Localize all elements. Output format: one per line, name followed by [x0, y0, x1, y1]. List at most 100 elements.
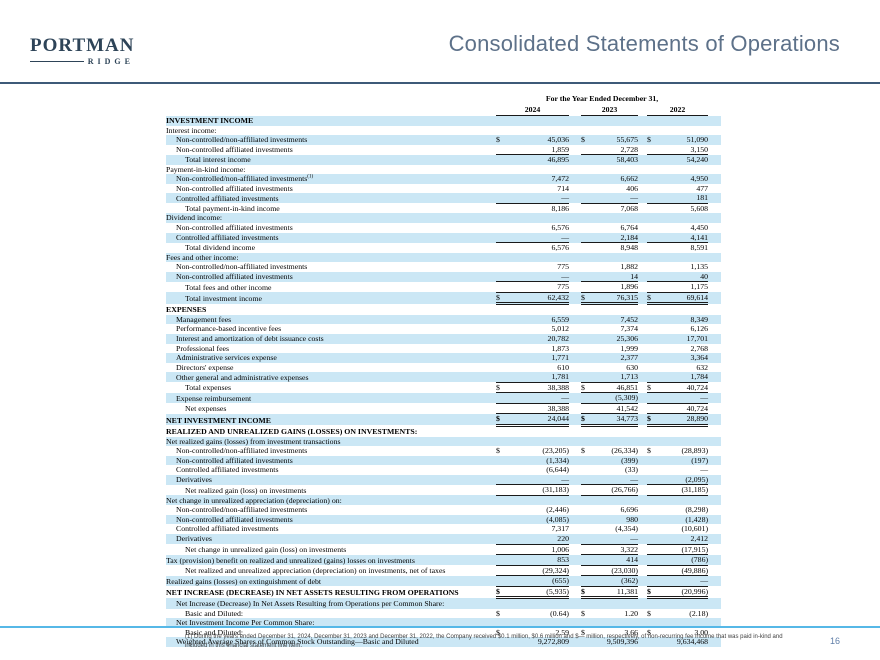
- row-label: Basic and Diluted:: [185, 627, 244, 637]
- spacer-cell: [569, 334, 581, 344]
- currency-symbol-cell: [647, 165, 660, 175]
- value-cell: 6,576: [551, 243, 569, 253]
- value-cell: 220: [509, 533, 569, 545]
- spacer-cell: [708, 392, 722, 404]
- table-row: Total fees and other income 775 1,896 1,175: [166, 281, 721, 293]
- table-row: Interest income:: [166, 126, 721, 136]
- spacer-cell: [569, 271, 581, 282]
- currency-symbol-cell: [647, 281, 660, 293]
- footnote: (1) During the years ended December 31, …: [185, 634, 783, 649]
- spacer-cell: [708, 446, 721, 456]
- spacer-cell: [708, 193, 722, 204]
- spacer-cell: [708, 554, 722, 566]
- spacer-cell: [638, 575, 647, 587]
- table-row: NET INVESTMENT INCOME $24,044 $34,773 $28,8…: [166, 413, 722, 427]
- currency-symbol-cell: [581, 403, 594, 415]
- value-cell: (29,324): [509, 565, 569, 577]
- currency-symbol-cell: $: [496, 586, 509, 600]
- spacer-cell: [708, 575, 722, 587]
- value-cell: (26,334): [611, 446, 638, 456]
- value-cell: —: [509, 271, 569, 283]
- value-cell: 3,322: [594, 544, 638, 556]
- currency-symbol-cell: [581, 144, 594, 156]
- row-label: Controlled affiliated investments: [176, 524, 279, 534]
- value-cell: —: [594, 474, 638, 486]
- spacer-cell: [569, 554, 581, 566]
- currency-symbol-cell: [496, 436, 509, 447]
- currency-symbol-cell: [647, 597, 660, 609]
- spacer-cell: [708, 126, 721, 136]
- spacer-cell: [569, 514, 581, 525]
- table-row: Non-controlled affiliated investments 6,5…: [166, 223, 721, 233]
- row-label: Tax (provision) benefit on realized and …: [166, 554, 496, 566]
- spacer-cell: [569, 304, 581, 315]
- spacer-cell: [708, 524, 721, 534]
- page-number: 16: [829, 636, 840, 646]
- spacer-cell: [638, 324, 647, 334]
- currency-symbol-cell: $: [581, 413, 594, 427]
- value-cell: (31,183): [509, 484, 569, 496]
- currency-symbol-cell: [647, 174, 660, 184]
- spacer-cell: [638, 455, 647, 466]
- currency-symbol-cell: [581, 314, 594, 325]
- value-cell: [660, 165, 708, 175]
- value-cell: 1.20: [624, 608, 638, 618]
- value-cell: 4,141: [660, 232, 709, 244]
- row-label: Basic and Diluted:: [185, 608, 244, 618]
- spacer-cell: [569, 344, 581, 354]
- currency-symbol-cell: [496, 165, 509, 175]
- value-cell: (655): [509, 575, 569, 587]
- value-cell: 477: [696, 183, 709, 193]
- currency-symbol-cell: [581, 203, 594, 213]
- spacer-cell: [569, 455, 581, 466]
- currency-symbol-cell: [581, 495, 594, 506]
- spacer-cell: [638, 262, 647, 272]
- currency-symbol-cell: [647, 403, 660, 415]
- spacer-cell: [569, 565, 581, 576]
- table-row: Total dividend income 6,576 8,948 8,591: [166, 243, 721, 253]
- currency-symbol-cell: [647, 334, 660, 344]
- spacer-cell: [569, 505, 581, 515]
- spacer-cell: [638, 344, 647, 354]
- row-label: Realized gains (losses) on extinguishmen…: [166, 575, 496, 587]
- table-row: REALIZED AND UNREALIZED GAINS (LOSSES) O…: [166, 425, 721, 436]
- spacer-cell: [569, 436, 581, 447]
- currency-symbol-cell: [581, 637, 594, 647]
- currency-symbol-cell: [647, 392, 660, 404]
- row-label: Other general and administrative expense…: [166, 372, 496, 383]
- currency-symbol-cell: [647, 505, 660, 515]
- row-label: Controlled affiliated investments: [176, 465, 279, 475]
- table-row: Weighted Average Shares of Common Stock …: [166, 637, 722, 647]
- spacer-cell: [569, 145, 581, 155]
- value-cell: (23,030): [594, 565, 638, 577]
- currency-symbol-cell: [581, 505, 594, 515]
- spacer-cell: [638, 353, 647, 363]
- currency-symbol-cell: [647, 514, 660, 525]
- spacer-cell: [708, 455, 722, 466]
- spacer-cell: [638, 126, 647, 136]
- spacer-cell: [708, 145, 721, 155]
- currency-symbol-cell: [647, 203, 660, 213]
- currency-symbol-cell: [496, 618, 509, 628]
- spacer-cell: [638, 597, 647, 609]
- spacer-cell: [569, 252, 581, 263]
- spacer-cell: [569, 446, 581, 456]
- value-cell: 14: [594, 271, 638, 283]
- spacer-cell: [569, 213, 581, 224]
- spacer-cell: [708, 495, 722, 506]
- value-cell: [509, 597, 569, 609]
- table-row: Derivatives 220 — 2,412: [166, 533, 722, 545]
- currency-symbol-cell: [647, 243, 660, 253]
- value-cell: 7,317: [551, 524, 569, 534]
- table-row: Performance-based incentive fees 5,012 7,3…: [166, 324, 721, 334]
- currency-symbol-cell: [496, 144, 509, 156]
- row-label: Derivatives: [166, 533, 496, 545]
- value-cell: 41,542: [594, 403, 638, 415]
- currency-symbol-cell: [496, 344, 509, 354]
- value-cell: [509, 304, 569, 315]
- spacer-cell: [638, 565, 647, 576]
- currency-symbol-cell: [496, 533, 509, 545]
- currency-symbol-cell: [647, 495, 660, 506]
- currency-symbol-cell: $: [496, 382, 509, 394]
- value-cell: 3.66: [624, 627, 638, 637]
